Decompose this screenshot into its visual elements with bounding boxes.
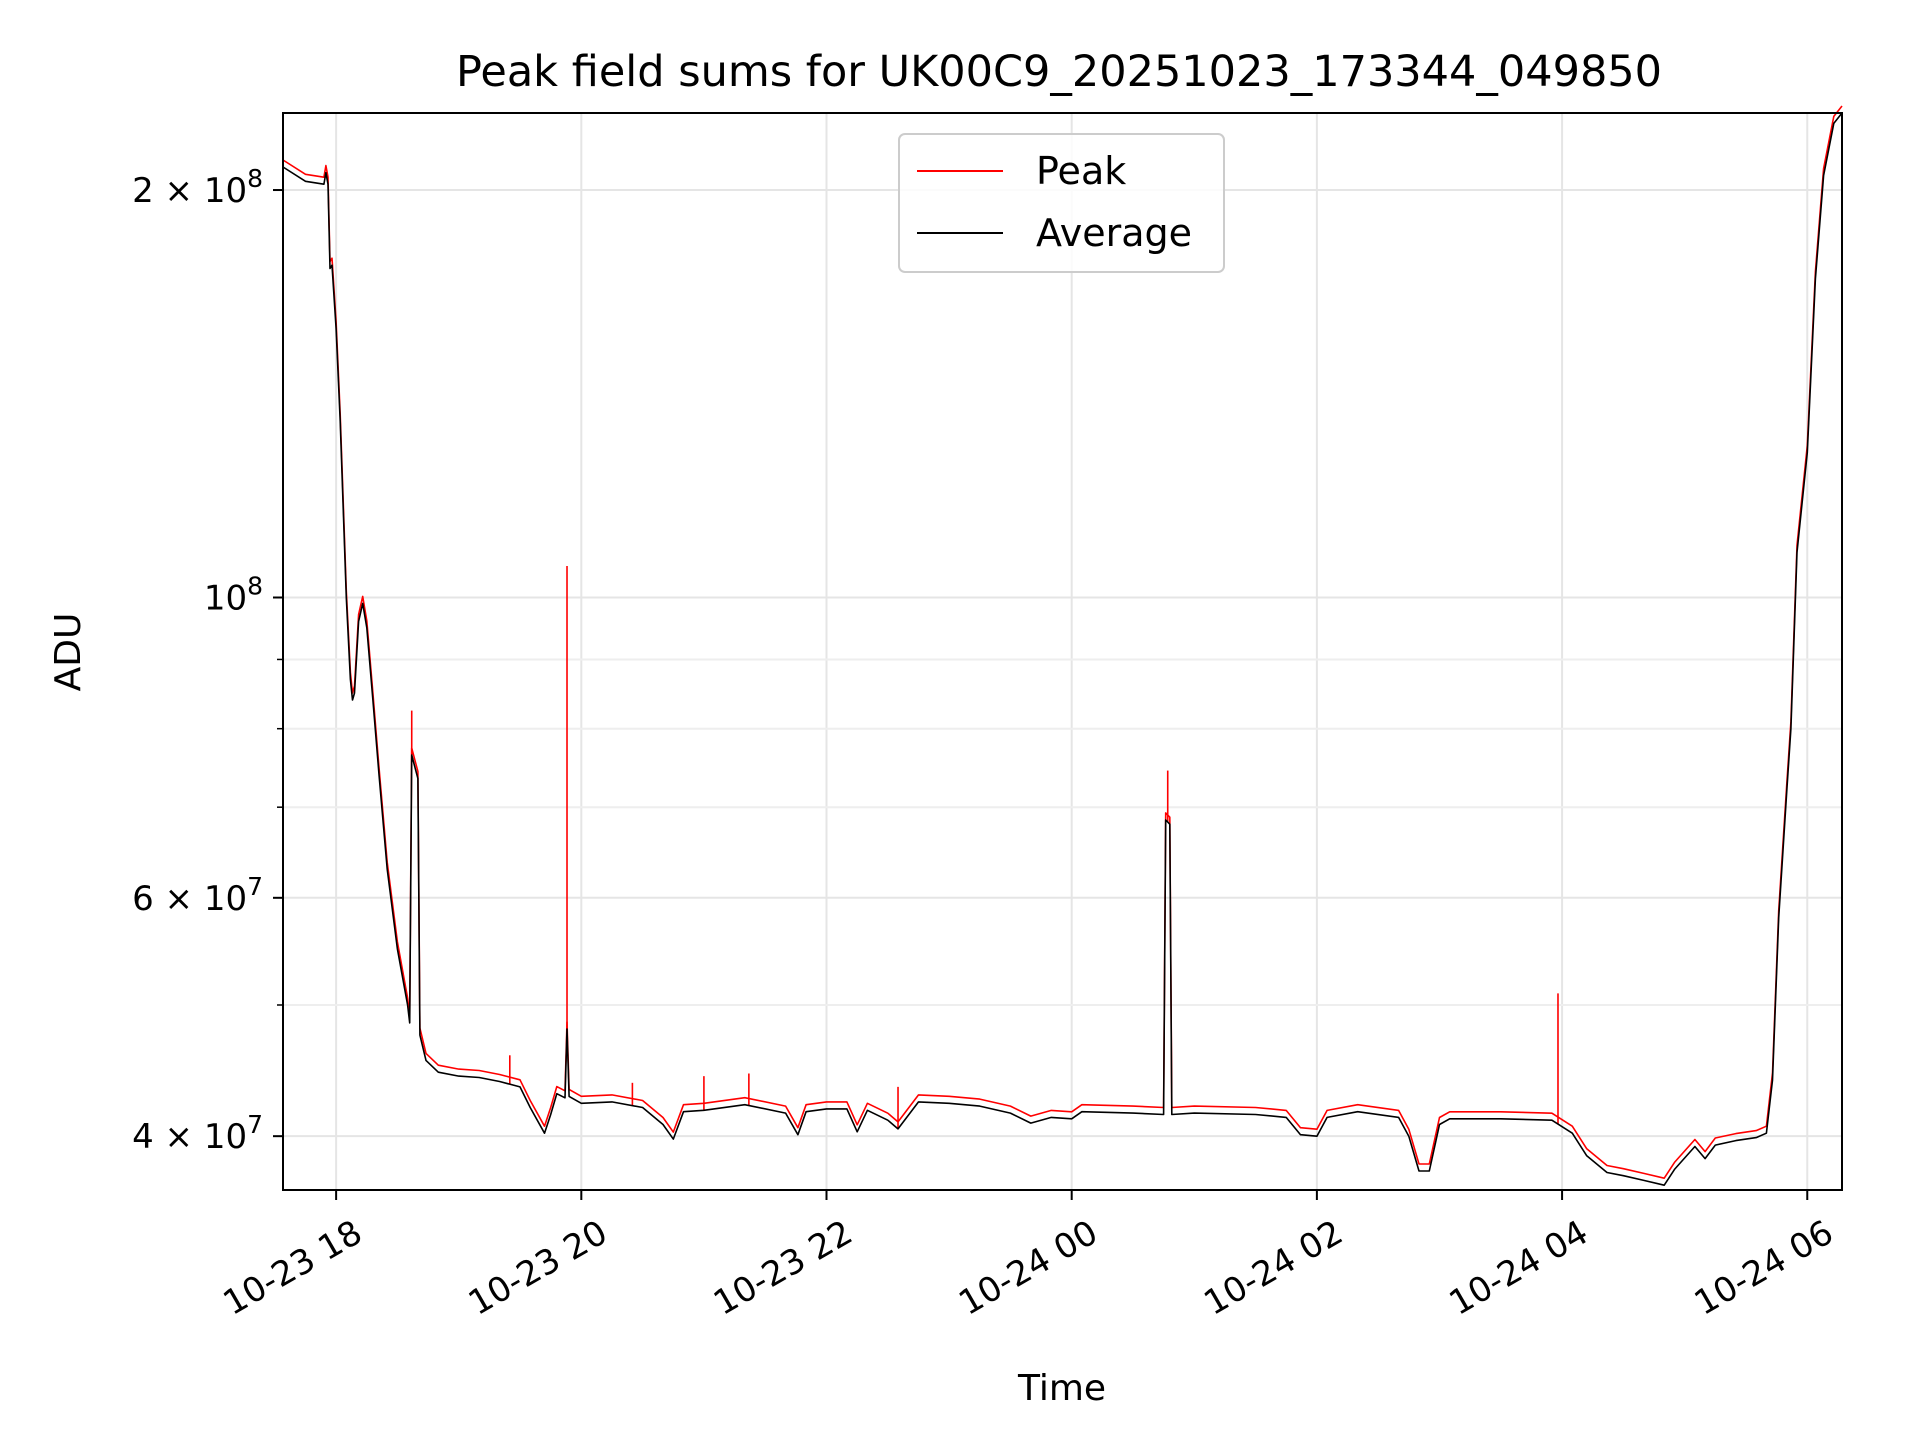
x-axis-label: Time <box>1017 1368 1106 1409</box>
y-tick-label: 4 × 107 <box>132 1110 263 1157</box>
x-tick-label: 10-23 20 <box>462 1213 614 1324</box>
plot-frame <box>282 112 1843 1191</box>
y-tick-label: 108 <box>204 572 263 619</box>
chart-title: Peak field sums for UK00C9_20251023_1733… <box>456 47 1662 97</box>
plot-lines <box>282 105 1843 1186</box>
x-tick-label: 10-23 18 <box>217 1213 369 1324</box>
legend-box <box>898 133 1225 273</box>
y-tick-label: 6 × 107 <box>132 872 263 919</box>
x-axis: 10-23 18 10-23 20 10-23 22 10-24 00 10-24 02… <box>217 1190 1840 1324</box>
grid <box>283 113 1842 1190</box>
x-tick-label: 10-24 06 <box>1688 1213 1840 1324</box>
legend-label-peak: Peak <box>1036 149 1126 193</box>
x-tick-label: 10-24 00 <box>952 1213 1104 1324</box>
y-axis-label: ADU <box>48 613 89 692</box>
y-tick-label: 2 × 108 <box>132 164 263 211</box>
average-line <box>282 112 1843 1186</box>
x-tick-label: 10-24 04 <box>1443 1213 1595 1324</box>
legend-label-average: Average <box>1036 211 1192 255</box>
legend: Peak Average <box>898 133 1225 273</box>
y-axis: 4 × 107 6 × 107 108 2 × 108 <box>132 164 283 1157</box>
x-tick-label: 10-23 22 <box>707 1213 859 1324</box>
x-tick-label: 10-24 02 <box>1197 1213 1349 1324</box>
